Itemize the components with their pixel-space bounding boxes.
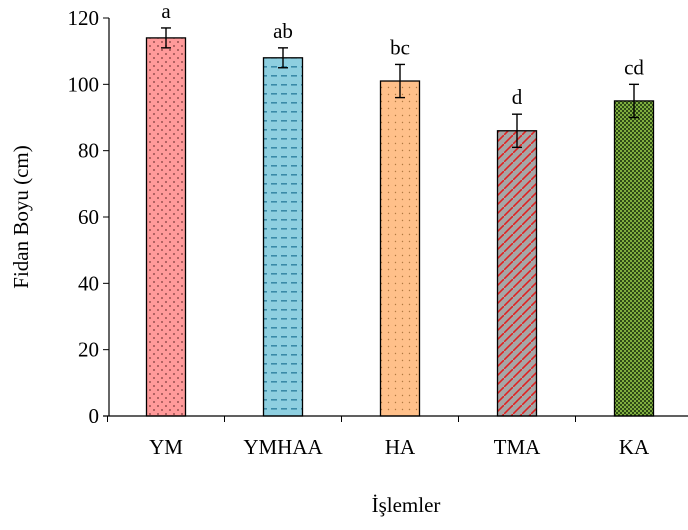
bar-ym	[145, 37, 187, 417]
significance-label-ha: bc	[390, 35, 410, 59]
category-label-ka: KA	[619, 435, 650, 459]
bar-ha	[379, 80, 421, 417]
significance-labels: a ab bc d cd	[161, 0, 644, 109]
category-label-tma: TMA	[494, 435, 542, 459]
y-tick-label: 40	[78, 271, 99, 295]
significance-label-ym: a	[161, 0, 171, 23]
bar-ka	[613, 100, 655, 417]
bars-group	[145, 37, 655, 417]
y-axis-ticks: 0 20 40 60 80 100 120	[68, 6, 109, 428]
y-tick-label: 60	[78, 205, 99, 229]
x-axis-title: İşlemler	[372, 493, 441, 517]
category-label-ha: HA	[385, 435, 416, 459]
y-axis-title: Fidan Boyu (cm)	[9, 145, 33, 288]
significance-label-ymhaa: ab	[273, 19, 293, 43]
category-labels: YM YMHAA HA TMA KA	[149, 435, 650, 459]
y-tick-label: 80	[78, 139, 99, 163]
y-tick-label: 20	[78, 338, 99, 362]
category-label-ym: YM	[149, 435, 183, 459]
error-bars-group	[161, 27, 639, 149]
y-tick-label: 120	[68, 6, 100, 30]
bar-tma	[496, 130, 538, 417]
significance-label-tma: d	[512, 85, 523, 109]
significance-label-ka: cd	[624, 55, 644, 79]
axes-group	[103, 18, 688, 422]
y-tick-label: 0	[89, 404, 100, 428]
bar-ymhaa	[262, 57, 304, 417]
category-label-ymhaa: YMHAA	[243, 435, 323, 459]
y-tick-label: 100	[68, 72, 100, 96]
